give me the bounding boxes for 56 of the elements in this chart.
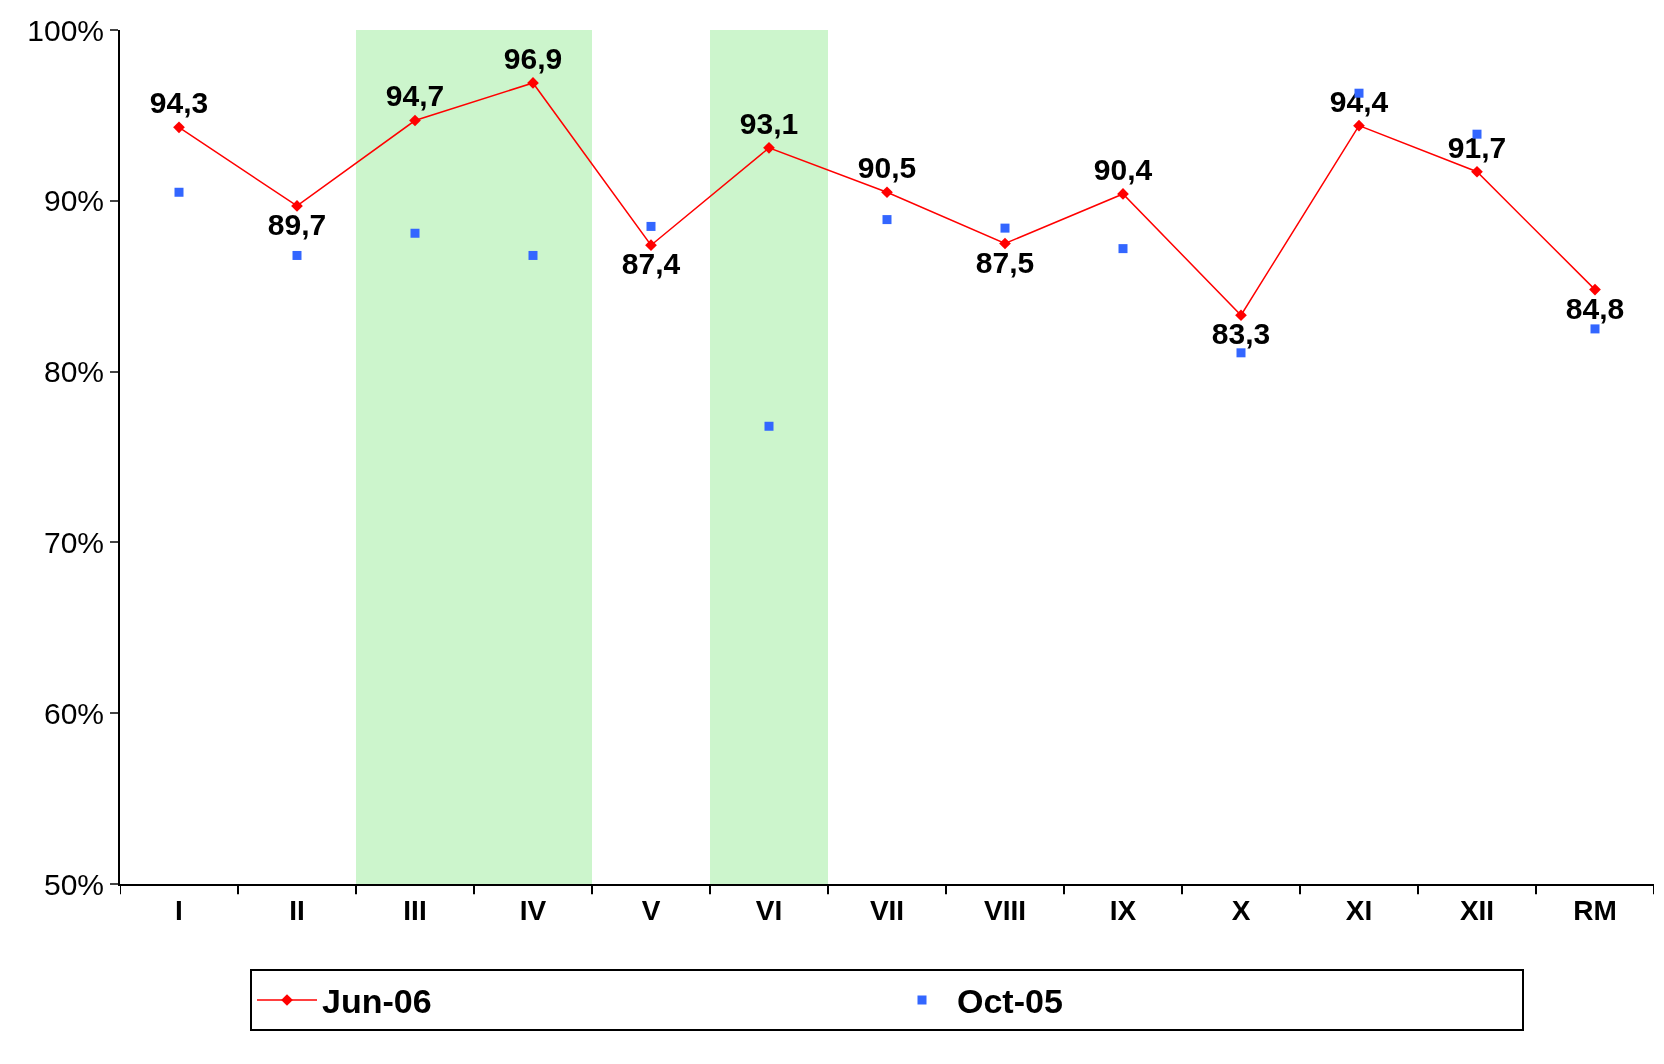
x-tick-label: II xyxy=(289,894,305,926)
point xyxy=(999,237,1011,250)
data-label: 93,1 xyxy=(739,106,799,140)
point xyxy=(410,228,420,238)
point xyxy=(173,121,185,134)
x-tick-label: X xyxy=(1231,894,1251,926)
point xyxy=(528,250,538,260)
data-label: 87,5 xyxy=(975,245,1035,279)
data-label: 90,4 xyxy=(1093,152,1153,186)
y-tick-label: 50% xyxy=(43,867,104,901)
y-tick-label: 100% xyxy=(27,13,104,47)
point xyxy=(881,186,893,199)
x-tick-label: XII xyxy=(1459,894,1495,926)
data-label: 94,7 xyxy=(385,79,445,113)
y-tick-label: 70% xyxy=(43,525,104,559)
point xyxy=(174,187,184,197)
point xyxy=(763,142,775,154)
data-label: 84,8 xyxy=(1565,291,1625,325)
legend-label: Oct-05 xyxy=(957,982,1063,1021)
x-tick-label: VI xyxy=(755,894,783,926)
x-tick-label: IX xyxy=(1109,894,1137,926)
x-tick-label: V xyxy=(641,894,661,926)
point xyxy=(882,215,892,225)
x-tick-label: RM xyxy=(1573,894,1617,926)
data-label: 94,3 xyxy=(149,86,209,120)
point xyxy=(292,250,302,260)
data-label: 94,4 xyxy=(1329,84,1389,118)
data-label: 96,9 xyxy=(503,41,563,75)
data-label: 87,4 xyxy=(621,247,681,281)
x-tick-label: VII xyxy=(869,894,905,926)
point xyxy=(1472,129,1482,139)
y-tick-label: 80% xyxy=(43,355,104,389)
point xyxy=(1118,244,1128,254)
data-label: 91,7 xyxy=(1447,130,1507,164)
point xyxy=(1235,309,1247,322)
data-label: 90,5 xyxy=(857,151,917,185)
point xyxy=(1236,348,1246,358)
point xyxy=(1590,324,1600,334)
point xyxy=(1589,283,1601,296)
point xyxy=(409,114,421,127)
point xyxy=(1000,223,1010,233)
x-tick-label: VIII xyxy=(983,894,1027,926)
point xyxy=(646,221,656,231)
x-tick-label: III xyxy=(403,894,427,926)
data-label: 83,3 xyxy=(1211,317,1271,351)
x-tick-label: XI xyxy=(1345,894,1373,926)
x-tick-label: I xyxy=(175,894,183,926)
point xyxy=(645,239,657,252)
point xyxy=(764,421,774,431)
y-tick-label: 90% xyxy=(43,184,104,218)
y-tick-label: 60% xyxy=(43,696,104,730)
legend-label: Jun-06 xyxy=(322,982,432,1021)
point xyxy=(1471,165,1483,178)
data-label: 89,7 xyxy=(267,208,327,242)
point xyxy=(1353,119,1365,132)
x-tick-label: IV xyxy=(519,894,547,926)
